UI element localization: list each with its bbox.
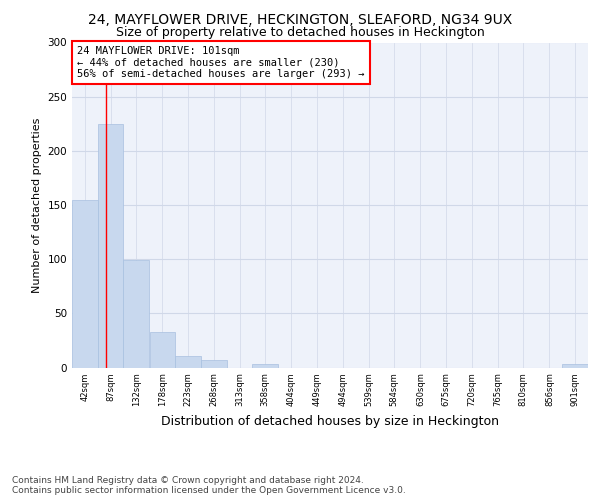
- Text: Size of property relative to detached houses in Heckington: Size of property relative to detached ho…: [116, 26, 484, 39]
- Bar: [124, 260, 149, 368]
- Y-axis label: Number of detached properties: Number of detached properties: [32, 118, 42, 292]
- Bar: [201, 360, 227, 368]
- Text: Contains HM Land Registry data © Crown copyright and database right 2024.
Contai: Contains HM Land Registry data © Crown c…: [12, 476, 406, 495]
- Bar: [562, 364, 588, 368]
- Bar: [175, 356, 201, 368]
- X-axis label: Distribution of detached houses by size in Heckington: Distribution of detached houses by size …: [161, 414, 499, 428]
- Bar: [149, 332, 175, 368]
- Text: 24 MAYFLOWER DRIVE: 101sqm
← 44% of detached houses are smaller (230)
56% of sem: 24 MAYFLOWER DRIVE: 101sqm ← 44% of deta…: [77, 46, 365, 79]
- Bar: [98, 124, 124, 368]
- Bar: [72, 200, 98, 368]
- Bar: [253, 364, 278, 368]
- Text: 24, MAYFLOWER DRIVE, HECKINGTON, SLEAFORD, NG34 9UX: 24, MAYFLOWER DRIVE, HECKINGTON, SLEAFOR…: [88, 12, 512, 26]
